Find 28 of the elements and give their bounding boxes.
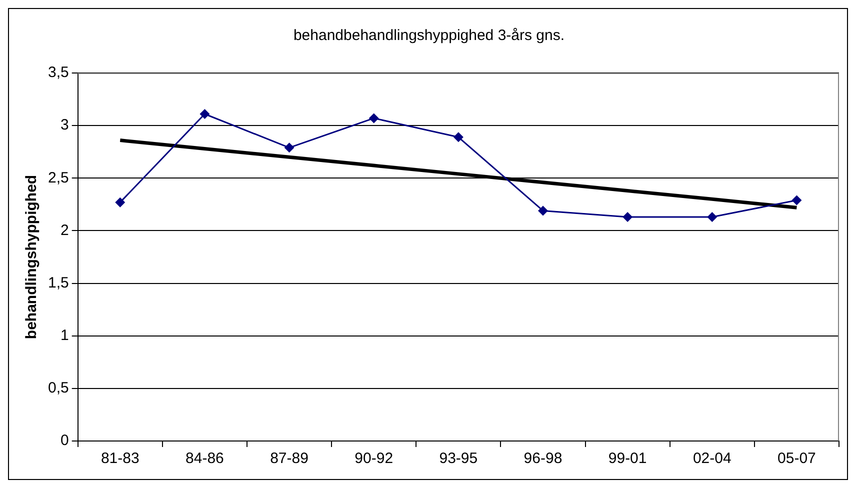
- x-tick-label: 96-98: [524, 450, 562, 468]
- x-tick-label: 90-92: [354, 450, 394, 468]
- y-tick-label: 0,5: [48, 380, 69, 397]
- x-tick-label: 05-07: [778, 450, 816, 468]
- chart-title: behandbehandlingshyppighed 3-års gns.: [293, 27, 565, 44]
- point: [622, 212, 633, 222]
- y-axis-title: behandlingshyppighed: [23, 174, 40, 340]
- y-tick-label: 1: [60, 327, 69, 344]
- x-tick-label: 99-01: [608, 450, 647, 468]
- point: [368, 113, 379, 124]
- x-tick-label: 81-83: [100, 450, 140, 468]
- point: [453, 132, 464, 142]
- y-tick-label: 2: [60, 222, 69, 239]
- x-tick-label: 02-04: [692, 450, 732, 468]
- y-tick-label: 1,5: [48, 274, 69, 292]
- point: [792, 195, 802, 206]
- x-tick-label: 84-86: [186, 450, 224, 468]
- point: [538, 206, 548, 216]
- y-tick-label: 3: [60, 116, 69, 134]
- y-tick-label: 2,5: [48, 169, 69, 186]
- point: [115, 197, 126, 208]
- y-tick-label: 3,5: [48, 64, 69, 82]
- point: [200, 109, 210, 120]
- y-tick-label: 0: [60, 432, 69, 450]
- x-tick-label: 93-95: [439, 450, 478, 468]
- x-tick-label: 87-89: [270, 450, 308, 468]
- point: [284, 142, 294, 153]
- point: [707, 212, 718, 222]
